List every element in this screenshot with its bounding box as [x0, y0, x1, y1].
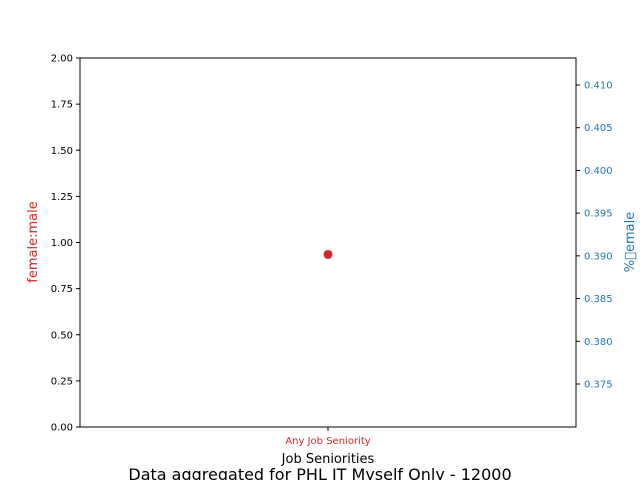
data-points	[323, 249, 333, 259]
left-axis-ticks: 0.00 0.25 0.50 0.75 1.00 1.25 1.50 1.75 2.00	[51, 54, 80, 434]
x-axis-ticks: Any Job Seniority	[285, 427, 371, 447]
left-tick-label: 1.50	[51, 146, 73, 157]
right-tick-label: 0.405	[584, 123, 613, 134]
data-point	[323, 249, 333, 259]
right-tick-label: 0.390	[584, 251, 613, 262]
y-left-axis-title: female:male	[26, 201, 41, 282]
left-tick-label: 2.00	[51, 54, 73, 65]
plot-area	[79, 57, 577, 428]
right-tick-label: 0.395	[584, 209, 613, 220]
right-tick-label: 0.380	[584, 337, 613, 348]
left-tick-label: 0.00	[51, 423, 73, 434]
left-tick-label: 1.75	[51, 100, 73, 111]
left-tick-label: 0.25	[51, 376, 73, 387]
right-axis-ticks: 0.375 0.380 0.385 0.390 0.395 0.400 0.405 0.410	[576, 81, 613, 391]
left-tick-label: 0.50	[51, 330, 73, 341]
right-tick-label: 0.375	[584, 380, 613, 391]
right-tick-label: 0.400	[584, 166, 613, 177]
x-axis-title: Job Seniorities	[281, 452, 375, 467]
right-tick-label: 0.385	[584, 294, 613, 305]
x-tick-label: Any Job Seniority	[285, 436, 370, 447]
right-tick-label: 0.410	[584, 81, 613, 92]
left-tick-label: 1.00	[51, 238, 73, 249]
chart-title: Data aggregated for PHL IT Myself Only -…	[128, 465, 511, 480]
y-right-axis-title: % emale	[623, 212, 638, 272]
left-tick-label: 1.25	[51, 192, 73, 203]
left-tick-label: 0.75	[51, 284, 73, 295]
